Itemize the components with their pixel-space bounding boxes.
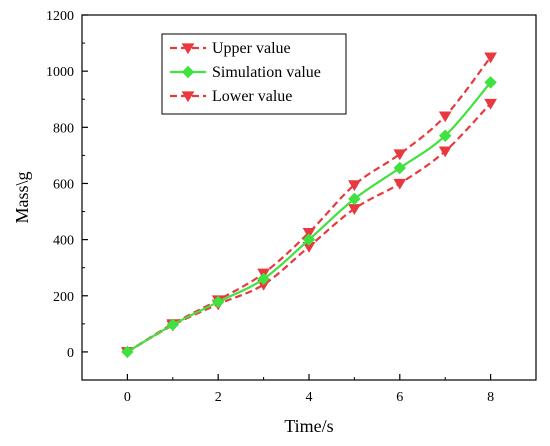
data-point <box>302 233 316 246</box>
data-point <box>438 129 452 142</box>
axes: 0 2 4 6 8 0 200 400 600 800 1000 1200 <box>46 9 537 405</box>
y-tick-label: 400 <box>53 234 74 249</box>
y-tick-label: 0 <box>67 346 74 361</box>
data-point <box>211 295 225 309</box>
legend-label: Simulation value <box>212 64 321 81</box>
data-point <box>302 227 316 239</box>
data-point <box>121 345 134 359</box>
legend-label: Upper value <box>212 40 291 57</box>
y-tick-label: 600 <box>53 177 74 192</box>
data-point <box>257 272 270 286</box>
x-tick-label: 2 <box>215 390 222 405</box>
data-point <box>166 318 180 331</box>
data-point <box>348 192 361 206</box>
data-point <box>484 52 497 64</box>
data-point <box>484 98 497 110</box>
legend-item: Upper value <box>170 40 291 57</box>
legend-item: Simulation value <box>170 64 321 81</box>
legend-item: Lower value <box>170 88 292 105</box>
x-tick-label: 6 <box>396 390 403 405</box>
y-tick-label: 800 <box>53 121 74 136</box>
y-tick-label: 1200 <box>46 9 74 24</box>
x-tick-label: 4 <box>306 390 313 405</box>
series-lines <box>121 52 497 359</box>
data-point <box>484 76 497 89</box>
data-point <box>348 180 361 192</box>
data-point <box>438 111 452 123</box>
data-point <box>393 149 407 161</box>
x-tick-label: 0 <box>124 390 131 405</box>
data-point <box>393 161 407 175</box>
legend-label: Lower value <box>212 88 292 105</box>
legend-marker <box>181 91 195 103</box>
legend-marker <box>181 43 195 55</box>
x-axis-title: Time/s <box>284 416 333 436</box>
y-tick-label: 200 <box>53 290 74 305</box>
series-simulation-value <box>121 76 497 359</box>
series-line <box>126 81 492 353</box>
data-point <box>438 146 452 158</box>
series-line <box>126 102 492 353</box>
x-tick-label: 8 <box>487 390 494 405</box>
legend-marker <box>181 65 195 79</box>
y-axis-title: Mass\g <box>12 171 32 223</box>
data-point <box>393 178 407 190</box>
legend: Upper value Simulation value Lower value <box>161 33 347 115</box>
y-tick-label: 1000 <box>46 65 74 80</box>
